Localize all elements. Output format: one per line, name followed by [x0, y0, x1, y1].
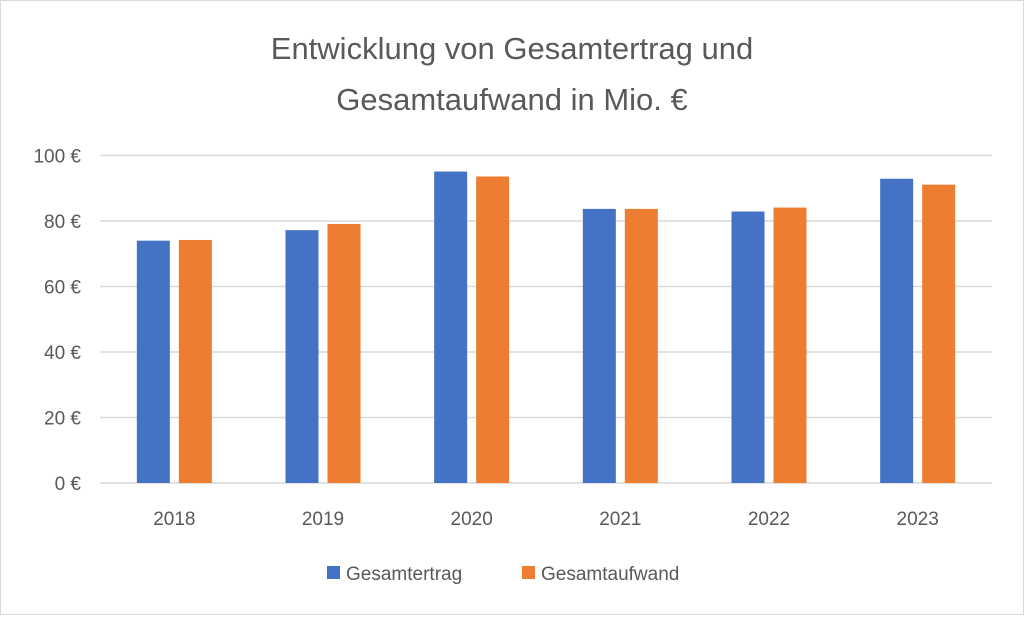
- x-tick-label: 2022: [748, 509, 790, 530]
- bar-gesamtaufwand-2022: [773, 207, 807, 483]
- bar-gesamtaufwand-2021: [624, 208, 658, 483]
- bar-gesamtertrag-2022: [731, 211, 765, 483]
- bar-gesamtertrag-2018: [136, 240, 170, 483]
- x-tick-label: 2018: [153, 509, 195, 530]
- x-axis-labels: 2018 2019 2020 2021 2022 2023: [153, 509, 939, 530]
- bar-gesamtaufwand-2023: [922, 184, 956, 483]
- legend-label-gesamtaufwand: Gesamtaufwand: [541, 564, 679, 585]
- bar-gesamtertrag-2019: [285, 230, 319, 483]
- y-tick-label: 20 €: [44, 409, 81, 430]
- legend: Gesamtertrag Gesamtaufwand: [327, 564, 679, 585]
- bar-gesamtaufwand-2020: [476, 176, 510, 483]
- x-tick-label: 2021: [599, 509, 641, 530]
- chart-title-line-1: Entwicklung von Gesamtertrag und: [271, 31, 753, 66]
- bar-gesamtaufwand-2019: [327, 223, 361, 483]
- x-tick-label: 2020: [451, 509, 493, 530]
- y-tick-label: 0 €: [55, 474, 82, 495]
- legend-swatch-gesamtaufwand: [522, 566, 535, 579]
- bar-gesamtertrag-2023: [880, 178, 914, 483]
- bar-gesamtaufwand-2018: [178, 239, 212, 483]
- y-tick-label: 100 €: [33, 147, 81, 168]
- legend-swatch-gesamtertrag: [327, 566, 340, 579]
- bars: [136, 171, 956, 484]
- legend-label-gesamtertrag: Gesamtertrag: [346, 564, 462, 585]
- x-tick-label: 2019: [302, 509, 344, 530]
- chart-title-line-2: Gesamtaufwand in Mio. €: [336, 82, 688, 117]
- y-tick-label: 60 €: [44, 278, 81, 299]
- bar-gesamtertrag-2020: [434, 171, 468, 484]
- bar-gesamtertrag-2021: [582, 208, 616, 483]
- y-tick-label: 80 €: [44, 212, 81, 233]
- x-tick-label: 2023: [897, 509, 939, 530]
- grid: 0 € 20 € 40 € 60 € 80 € 100 €: [33, 147, 992, 495]
- y-tick-label: 40 €: [44, 343, 81, 364]
